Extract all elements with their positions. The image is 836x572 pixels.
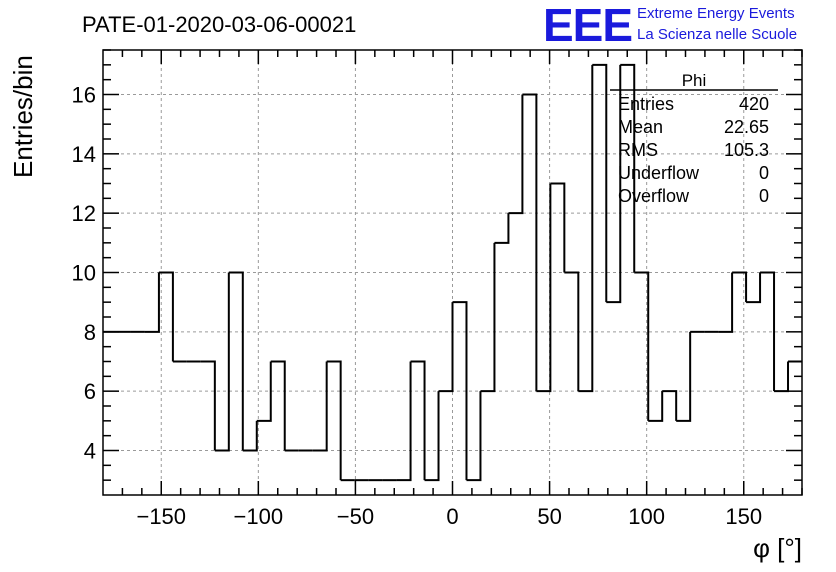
histogram-bin [452,301,468,481]
x-axis-label: φ [°] [753,533,802,563]
histogram-bin [214,272,230,452]
y-axis-label: Entries/bin [8,55,38,178]
y-tick-label: 14 [72,142,96,167]
histogram-bin [270,360,286,451]
histogram-bin [158,271,174,362]
stats-box: Phi Entries 420 Mean 22.65 RMS 105.3 Und… [610,71,778,206]
y-tick-label: 10 [72,261,96,286]
stats-value-mean: 22.65 [724,117,769,137]
stats-value-rms: 105.3 [724,140,769,160]
stats-label-mean: Mean [618,117,663,137]
histogram-bin [760,271,776,392]
histogram-bin [466,391,482,482]
histogram-bin [620,63,636,273]
histogram-bin [606,64,622,304]
histogram-bin [480,242,496,393]
stats-label-rms: RMS [618,140,658,160]
plot-title: PATE-01-2020-03-06-00021 [82,12,356,37]
logo-line-2: La Scienza nelle Scuole [637,26,797,43]
histogram-bin [564,271,580,392]
histogram-bin [242,420,258,452]
histogram-bin [494,213,510,244]
histogram-bin [144,272,160,333]
y-tick-label: 6 [84,379,96,404]
x-tick-label: −50 [337,504,374,529]
stats-value-overflow: 0 [759,186,769,206]
histogram-bin [746,272,762,304]
histogram-bin [648,391,664,422]
stats-value-entries: 420 [739,94,769,114]
axis-ticks [103,49,803,495]
histogram-bin [536,183,552,393]
y-tick-label: 4 [84,439,96,464]
tick-labels: −150 −100 −50 0 50 100 150 4 6 8 10 12 14 16 [72,83,763,530]
logo-line-1: Extreme Energy Events [637,5,795,22]
histogram-bin [550,182,566,273]
histogram-bin [662,390,678,421]
histogram-bin [578,64,594,393]
stats-title: Phi [682,71,707,90]
histogram-bin [438,302,454,393]
stats-label-entries: Entries [618,94,674,114]
histogram-bin [508,94,524,215]
histogram-bin [410,360,426,481]
histogram-bin [256,361,272,422]
stats-label-overflow: Overflow [618,186,690,206]
histogram-bin [718,272,734,333]
histogram-bin [312,361,328,452]
grid-lines [103,50,802,495]
y-tick-label: 12 [72,201,96,226]
x-tick-label: 50 [537,504,561,529]
histogram-bins [103,63,802,482]
histogram-bin [676,331,692,422]
histogram-bin [774,361,790,393]
stats-label-underflow: Underflow [618,163,700,183]
x-tick-label: 150 [725,504,762,529]
histogram-bin [396,361,412,482]
x-tick-label: 0 [446,504,458,529]
histogram-bin [424,391,440,482]
y-tick-label: 8 [84,320,96,345]
histogram-bin [634,271,650,421]
histogram-bin [326,360,342,481]
plot-frame [102,49,803,496]
histogram-bin [732,271,748,303]
x-tick-label: 100 [628,504,665,529]
x-tick-label: −100 [234,504,284,529]
histogram-bin [522,93,538,392]
histogram-bin [200,360,216,451]
y-tick-label: 16 [72,83,96,108]
logo-eee: EEE [543,0,632,51]
stats-value-underflow: 0 [759,163,769,183]
x-tick-label: −150 [136,504,186,529]
eee-logo: EEE Extreme Energy Events La Scienza nel… [543,0,797,51]
histogram-bin [592,63,608,303]
histogram-bin [228,271,244,451]
